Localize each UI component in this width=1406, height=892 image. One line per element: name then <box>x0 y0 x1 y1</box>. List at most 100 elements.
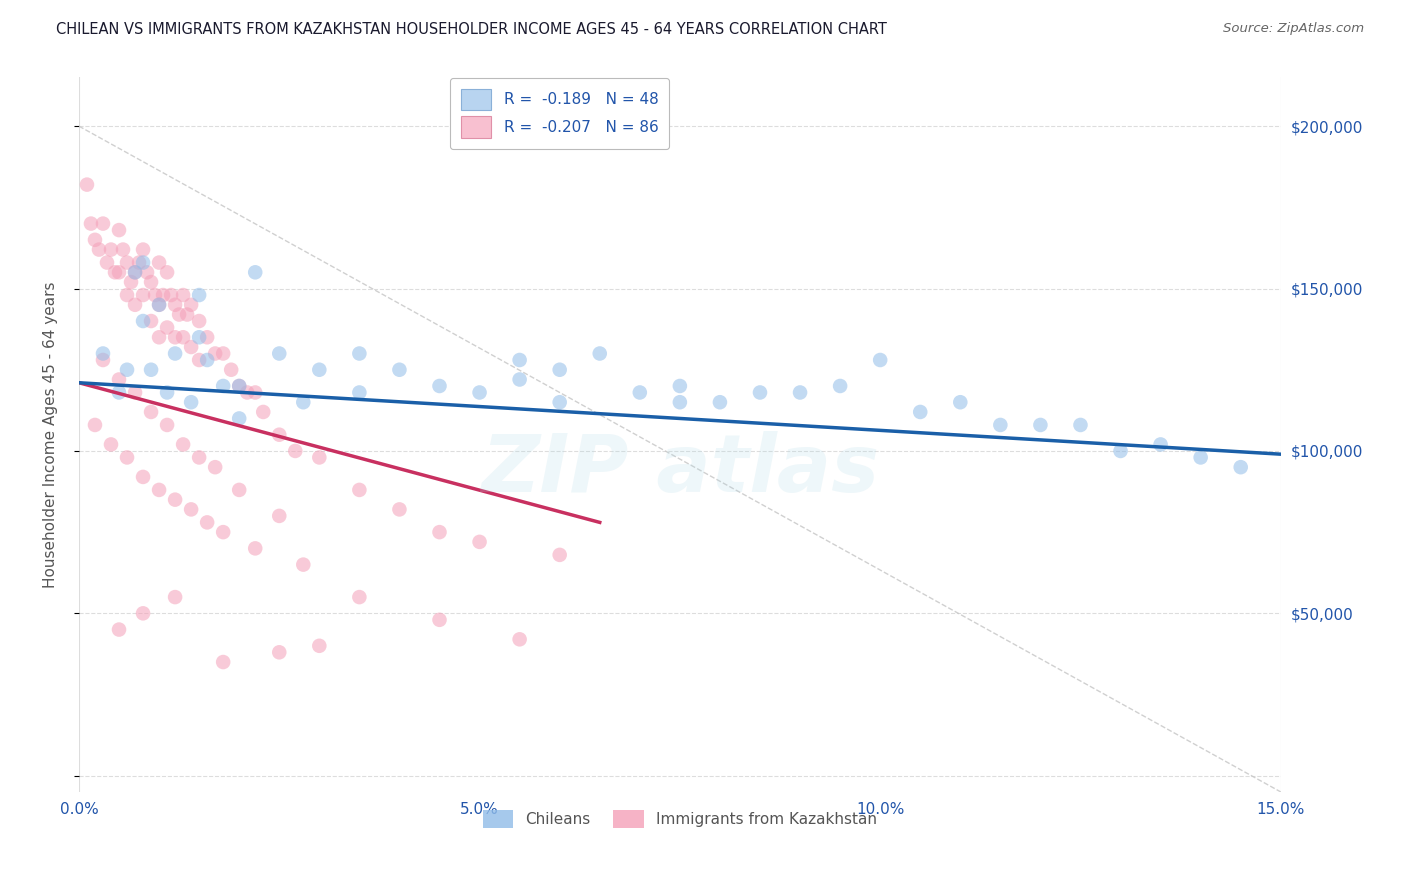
Point <box>308 363 330 377</box>
Point <box>132 288 155 302</box>
Point <box>212 525 235 540</box>
Point <box>91 346 114 360</box>
Point <box>156 417 179 432</box>
Point <box>124 298 146 312</box>
Point <box>789 385 811 400</box>
Point <box>988 417 1011 432</box>
Point <box>292 558 315 572</box>
Point <box>139 314 162 328</box>
Point <box>115 363 138 377</box>
Point <box>1109 444 1132 458</box>
Point <box>156 265 179 279</box>
Point <box>148 483 170 497</box>
Point <box>100 243 122 257</box>
Point <box>830 379 852 393</box>
Point <box>228 379 250 393</box>
Point <box>180 502 202 516</box>
Point <box>96 255 118 269</box>
Point <box>172 330 194 344</box>
Point <box>128 255 150 269</box>
Point <box>167 308 190 322</box>
Point <box>132 607 155 621</box>
Point <box>236 385 259 400</box>
Point <box>91 217 114 231</box>
Text: ZIP atlas: ZIP atlas <box>481 432 879 509</box>
Point <box>108 385 131 400</box>
Point <box>269 508 291 523</box>
Point <box>1069 417 1091 432</box>
Point <box>195 330 218 344</box>
Point <box>148 330 170 344</box>
Point <box>132 243 155 257</box>
Text: CHILEAN VS IMMIGRANTS FROM KAZAKHSTAN HOUSEHOLDER INCOME AGES 45 - 64 YEARS CORR: CHILEAN VS IMMIGRANTS FROM KAZAKHSTAN HO… <box>56 22 887 37</box>
Point <box>84 417 107 432</box>
Point <box>160 288 183 302</box>
Point <box>548 548 571 562</box>
Point <box>204 346 226 360</box>
Point <box>148 255 170 269</box>
Point <box>284 444 307 458</box>
Point <box>100 437 122 451</box>
Point <box>628 385 651 400</box>
Point <box>139 363 162 377</box>
Point <box>188 450 211 465</box>
Point <box>172 437 194 451</box>
Point <box>76 178 98 192</box>
Point <box>388 363 411 377</box>
Point <box>910 405 932 419</box>
Point <box>228 483 250 497</box>
Point <box>115 288 138 302</box>
Point <box>188 288 211 302</box>
Point <box>308 450 330 465</box>
Point <box>124 385 146 400</box>
Point <box>245 385 267 400</box>
Point <box>188 314 211 328</box>
Point <box>509 632 531 647</box>
Point <box>148 298 170 312</box>
Point <box>124 265 146 279</box>
Point <box>292 395 315 409</box>
Point <box>108 623 131 637</box>
Point <box>124 265 146 279</box>
Text: Source: ZipAtlas.com: Source: ZipAtlas.com <box>1223 22 1364 36</box>
Point <box>212 379 235 393</box>
Point <box>84 233 107 247</box>
Point <box>176 308 198 322</box>
Point <box>212 346 235 360</box>
Point <box>195 516 218 530</box>
Y-axis label: Householder Income Ages 45 - 64 years: Householder Income Ages 45 - 64 years <box>44 282 58 588</box>
Point <box>219 363 242 377</box>
Point <box>1149 437 1171 451</box>
Point <box>429 613 451 627</box>
Point <box>1189 450 1212 465</box>
Point <box>269 427 291 442</box>
Point <box>308 639 330 653</box>
Point <box>152 288 174 302</box>
Point <box>204 460 226 475</box>
Point <box>132 255 155 269</box>
Point <box>195 353 218 368</box>
Point <box>139 275 162 289</box>
Point <box>115 255 138 269</box>
Point <box>108 223 131 237</box>
Point <box>429 525 451 540</box>
Point <box>468 534 491 549</box>
Point <box>165 330 187 344</box>
Point <box>1029 417 1052 432</box>
Point <box>165 298 187 312</box>
Point <box>165 590 187 604</box>
Point <box>108 372 131 386</box>
Point <box>120 275 142 289</box>
Point <box>172 288 194 302</box>
Point <box>143 288 166 302</box>
Point <box>245 541 267 556</box>
Point <box>156 385 179 400</box>
Point <box>269 645 291 659</box>
Point <box>349 346 371 360</box>
Point <box>165 346 187 360</box>
Point <box>136 265 159 279</box>
Point <box>115 450 138 465</box>
Point <box>349 385 371 400</box>
Point <box>388 502 411 516</box>
Point <box>548 363 571 377</box>
